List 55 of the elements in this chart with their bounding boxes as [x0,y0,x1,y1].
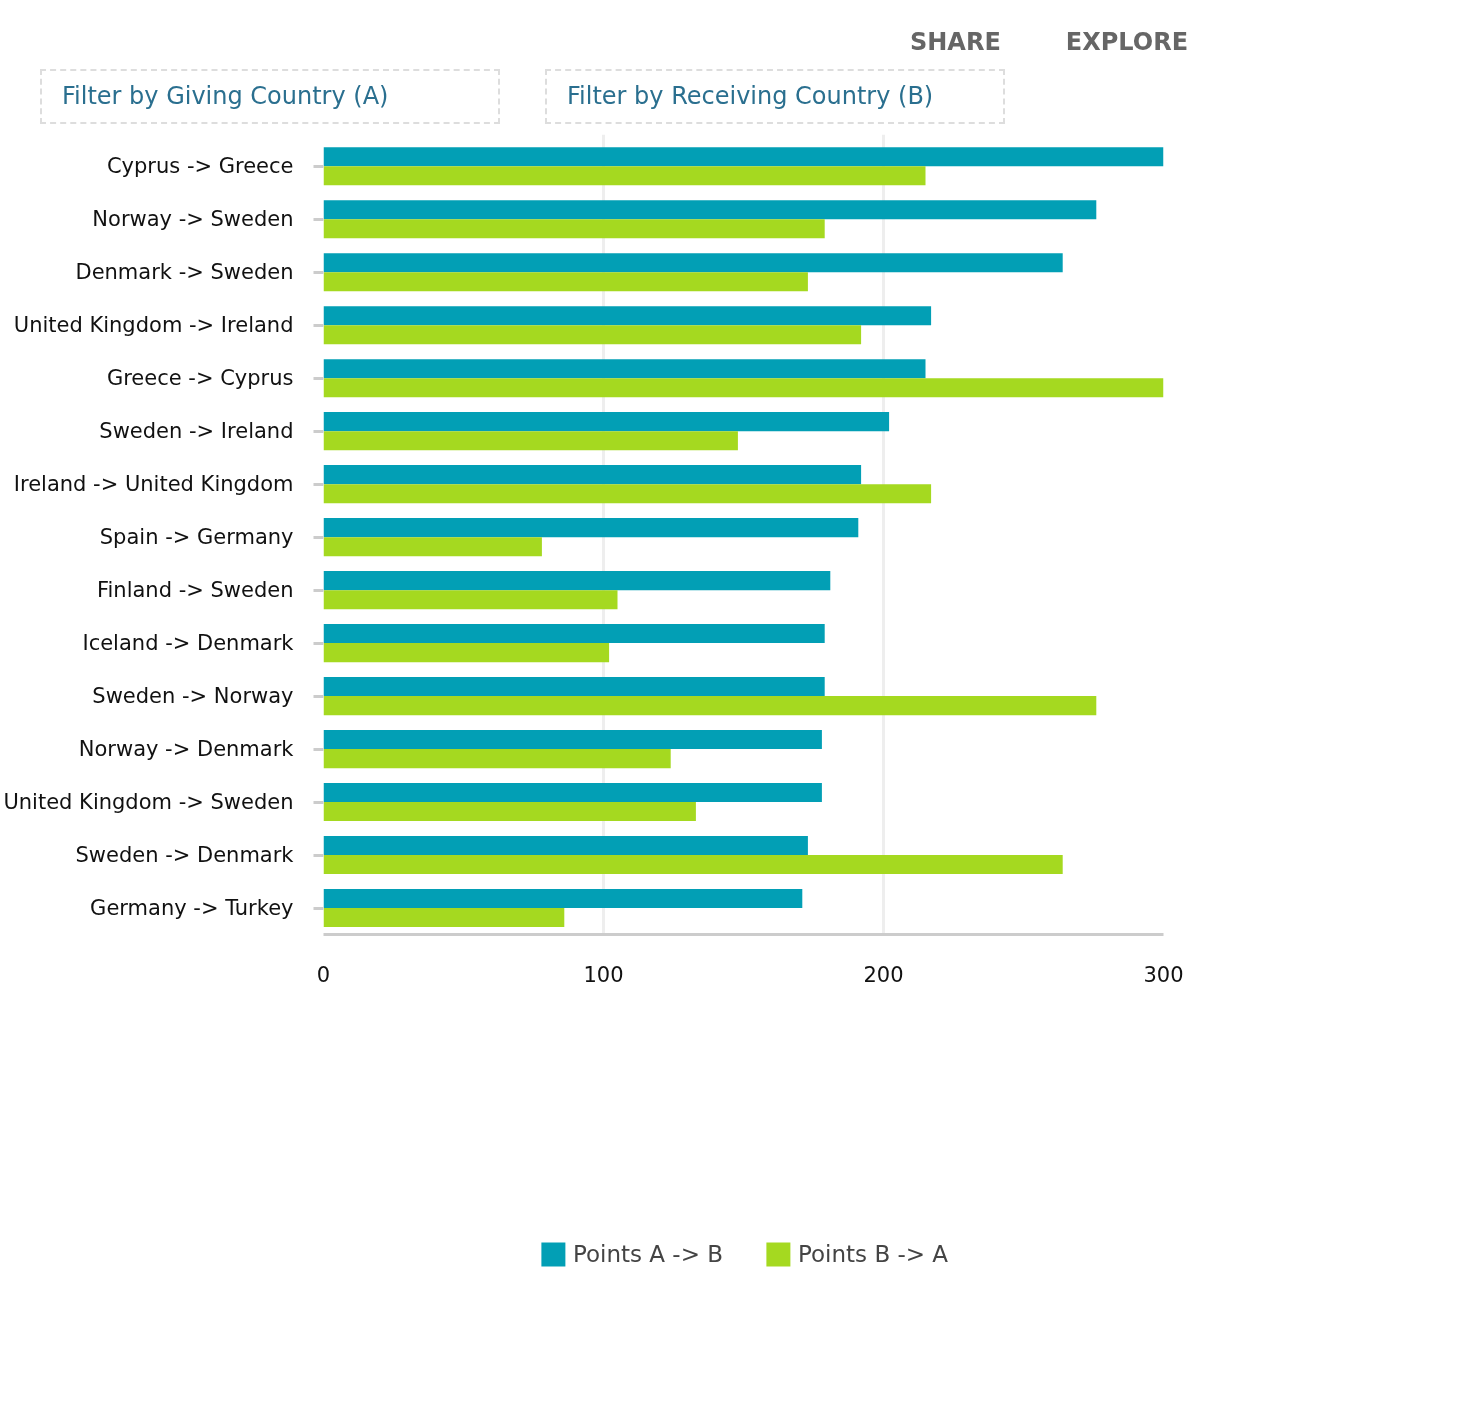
bar [323,146,1164,166]
bar [323,199,1097,219]
bar [323,464,862,484]
bar [323,358,926,378]
bar [323,536,542,556]
bar [323,623,825,643]
bar [323,888,803,908]
y-tick-label: Finland -> Sweden [96,577,294,602]
y-tick-label: United Kingdom -> Ireland [13,312,294,337]
bar [323,517,859,537]
x-tick-label: 0 [316,962,331,987]
bar [323,570,831,590]
y-tick-label: Sweden -> Denmark [75,842,295,867]
bar [323,483,932,503]
bar [323,411,890,431]
bar [323,801,696,821]
y-tick-label: Spain -> Germany [99,524,294,549]
y-tick-label: Sweden -> Ireland [99,418,294,443]
y-tick-label: Iceland -> Denmark [82,630,295,655]
bar [323,729,822,749]
y-tick-label: Denmark -> Sweden [75,259,294,284]
bar [323,218,825,238]
x-tick-label: 300 [1143,962,1184,987]
bar [323,748,671,768]
bar [323,782,822,802]
y-tick-label: Cyprus -> Greece [106,153,294,178]
x-tick-label: 100 [583,962,624,987]
bar [323,642,610,662]
text: SHARE [910,27,1001,58]
bar [323,271,808,291]
bar [323,676,825,696]
y-tick-label: Norway -> Sweden [92,206,294,231]
text: EXPLORE [1065,27,1189,58]
y-tick-label: Sweden -> Norway [92,683,294,708]
legend-label: Points A -> B [572,1240,723,1267]
bar [323,907,565,927]
bar [323,589,618,609]
text: Filter by Receiving Country (B) [567,81,934,113]
bar [323,835,808,855]
bar [323,377,1164,397]
x-tick-label: 200 [863,962,904,987]
bar [323,695,1097,715]
bar [323,324,862,344]
y-tick-label: Norway -> Denmark [78,736,295,761]
legend-label: Points B -> A [798,1240,949,1267]
bar [323,252,1063,272]
bar [323,430,738,450]
bar [323,305,932,325]
y-tick-label: Germany -> Turkey [90,895,294,920]
text: Filter by Giving Country (A) [62,81,389,113]
y-tick-label: Ireland -> United Kingdom [13,471,294,496]
bar [323,854,1063,874]
bar [323,165,926,185]
y-tick-label: United Kingdom -> Sweden [3,789,294,814]
y-tick-label: Greece -> Cyprus [106,365,294,390]
